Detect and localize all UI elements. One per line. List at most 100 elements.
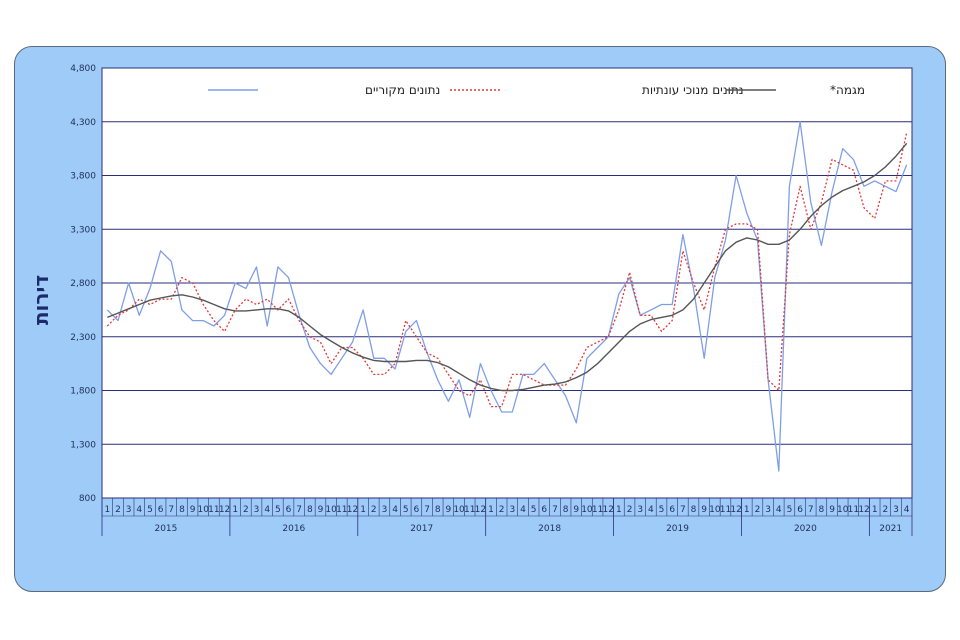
series-lines (106, 121, 908, 472)
year-label: 2016 (282, 524, 305, 534)
month-tick-label: 12 (347, 505, 358, 515)
year-label: 2018 (538, 524, 561, 534)
month-tick-label: 12 (475, 505, 486, 515)
month-tick-label: 3 (765, 505, 771, 515)
month-tick-label: 7 (168, 505, 174, 515)
y-tick-label: 1,800 (70, 387, 96, 397)
month-tick-label: 3 (893, 505, 899, 515)
month-tick-label: 8 (179, 505, 185, 515)
month-tick-label: 2 (499, 505, 505, 515)
month-tick-label: 6 (414, 505, 420, 515)
month-tick-label: 11 (592, 505, 603, 515)
month-tick-label: 6 (669, 505, 675, 515)
year-label: 2019 (666, 524, 689, 534)
y-tick-label: 3,800 (70, 172, 96, 182)
month-tick-label: 3 (509, 505, 515, 515)
month-tick-label: 2 (882, 505, 888, 515)
month-tick-label: 5 (659, 505, 665, 515)
year-label: 2015 (154, 524, 177, 534)
month-tick-label: 6 (797, 505, 803, 515)
month-tick-label: 3 (126, 505, 132, 515)
month-tick-label: 8 (819, 505, 825, 515)
month-tick-label: 10 (453, 505, 465, 515)
month-tick-label: 8 (307, 505, 313, 515)
month-tick-label: 10 (198, 505, 210, 515)
y-tick-label: 3,300 (70, 225, 96, 235)
month-tick-label: 7 (680, 505, 686, 515)
month-tick-label: 10 (709, 505, 721, 515)
month-tick-label: 11 (464, 505, 475, 515)
legend-label-1: נתונים מקוריים (365, 83, 440, 97)
month-tick-label: 12 (219, 505, 230, 515)
month-tick-label: 11 (208, 505, 219, 515)
year-label: 2020 (794, 524, 817, 534)
month-tick-label: 1 (104, 505, 110, 515)
month-tick-label: 1 (616, 505, 622, 515)
month-tick-label: 6 (286, 505, 292, 515)
month-tick-label: 4 (904, 505, 910, 515)
y-axis-label: דירות (29, 275, 53, 325)
month-tick-label: 2 (371, 505, 377, 515)
month-tick-label: 4 (264, 505, 270, 515)
month-tick-label: 3 (382, 505, 388, 515)
month-tick-label: 4 (776, 505, 782, 515)
month-tick-label: 11 (336, 505, 347, 515)
month-tick-label: 12 (730, 505, 741, 515)
series-line-1 (106, 121, 908, 472)
month-tick-label: 9 (829, 505, 835, 515)
month-tick-label: 5 (147, 505, 153, 515)
month-tick-label: 12 (858, 505, 869, 515)
month-tick-label: 5 (403, 505, 409, 515)
month-tick-label: 1 (232, 505, 238, 515)
legend-label-3: מגמה* (830, 83, 865, 97)
month-tick-label: 12 (603, 505, 614, 515)
month-tick-label: 1 (872, 505, 878, 515)
month-tick-label: 2 (627, 505, 633, 515)
month-tick-label: 4 (392, 505, 398, 515)
month-tick-label: 8 (435, 505, 441, 515)
legend-label-2: נתונים מנוכי עונתיות (642, 83, 744, 97)
month-tick-label: 8 (691, 505, 697, 515)
month-tick-label: 5 (531, 505, 537, 515)
y-tick-label: 4,800 (70, 64, 96, 74)
month-tick-label: 6 (158, 505, 164, 515)
month-tick-label: 1 (360, 505, 366, 515)
legend: נתונים מקוריים נתונים מנוכי עונתיות מגמה* (208, 83, 865, 97)
month-tick-label: 7 (296, 505, 302, 515)
month-tick-label: 7 (808, 505, 814, 515)
month-tick-label: 7 (552, 505, 558, 515)
month-tick-label: 11 (720, 505, 731, 515)
y-axis-ticks: 800 1,300 1,800 2,300 2,800 3,300 3,800 4,300 4,… (70, 64, 96, 504)
y-tick-label: 4,300 (70, 118, 96, 128)
month-tick-label: 11 (848, 505, 859, 515)
month-tick-label: 7 (424, 505, 430, 515)
month-tick-label: 4 (520, 505, 526, 515)
y-tick-label: 800 (79, 494, 96, 504)
year-label: 2017 (410, 524, 433, 534)
month-tick-label: 9 (573, 505, 579, 515)
month-tick-label: 10 (837, 505, 849, 515)
y-tick-label: 1,300 (70, 440, 96, 450)
month-tick-label: 2 (243, 505, 249, 515)
series-line-3 (107, 142, 908, 392)
year-label: 2021 (879, 524, 902, 534)
month-tick-label: 4 (648, 505, 654, 515)
month-tick-label: 1 (744, 505, 750, 515)
month-tick-label: 8 (563, 505, 569, 515)
month-tick-label: 5 (787, 505, 793, 515)
month-tick-label: 9 (701, 505, 707, 515)
month-tick-label: 9 (446, 505, 452, 515)
month-tick-label: 9 (318, 505, 324, 515)
month-tick-label: 3 (637, 505, 643, 515)
month-tick-label: 10 (325, 505, 337, 515)
month-tick-label: 4 (136, 505, 142, 515)
month-tick-label: 6 (541, 505, 547, 515)
month-tick-label: 5 (275, 505, 281, 515)
y-tick-label: 2,800 (70, 279, 96, 289)
month-tick-label: 10 (581, 505, 593, 515)
month-tick-label: 9 (190, 505, 196, 515)
y-tick-label: 2,300 (70, 333, 96, 343)
month-tick-label: 1 (488, 505, 494, 515)
